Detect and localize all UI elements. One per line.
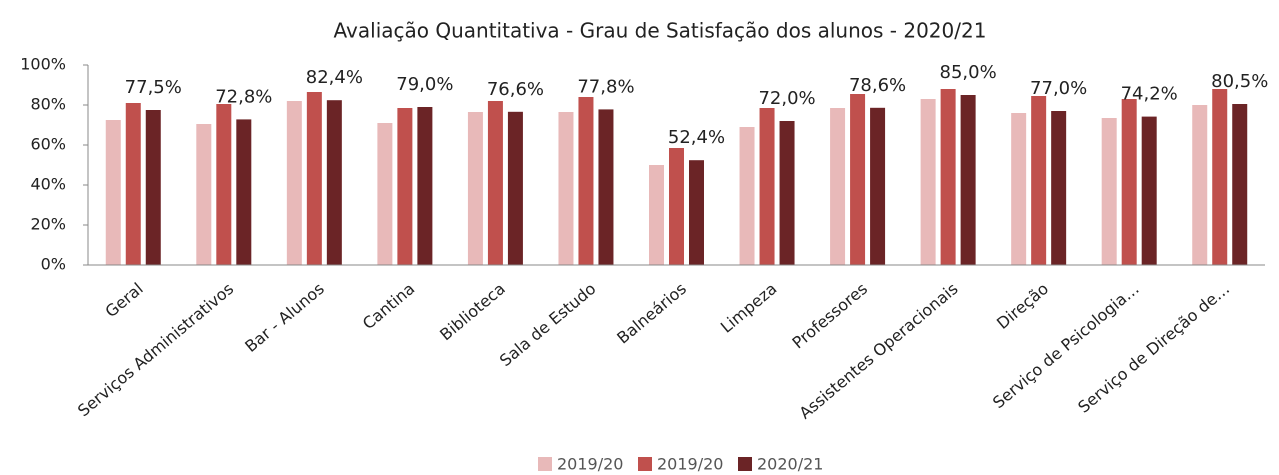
legend-swatch xyxy=(538,457,552,471)
x-tick-label: Serviço de Direção de… xyxy=(1074,279,1233,417)
bar xyxy=(236,119,252,266)
data-label: 74,2% xyxy=(1121,84,1178,105)
bar xyxy=(326,100,342,265)
y-tick-label: 40% xyxy=(30,175,66,194)
data-label: 78,6% xyxy=(849,75,906,96)
x-tick-label: Professores xyxy=(789,279,871,353)
data-label: 77,5% xyxy=(125,77,182,98)
data-label: 80,5% xyxy=(1211,71,1268,92)
bar xyxy=(739,127,755,265)
bar xyxy=(216,104,232,265)
legend-swatch xyxy=(738,457,752,471)
chart-title: Avaliação Quantitativa - Grau de Satisfa… xyxy=(334,19,987,43)
bar xyxy=(669,148,684,265)
legend-label: 2020/21 xyxy=(757,455,823,474)
x-tick-label: Geral xyxy=(102,279,147,321)
x-tick-label: Assistentes Operacionais xyxy=(795,279,961,423)
y-tick-label: 0% xyxy=(41,255,66,274)
legend-label: 2019/20 xyxy=(657,455,723,474)
legend-label: 2019/20 xyxy=(557,455,623,474)
bar xyxy=(1051,111,1067,265)
data-label: 77,8% xyxy=(577,76,634,97)
bar xyxy=(1121,99,1137,265)
bar xyxy=(487,101,503,265)
y-tick-label: 100% xyxy=(20,55,66,74)
bar xyxy=(1141,116,1157,265)
data-label: 82,4% xyxy=(306,67,363,88)
x-tick-label: Balneários xyxy=(613,279,690,348)
legend-swatch xyxy=(638,457,652,471)
bar xyxy=(125,103,141,265)
bar xyxy=(920,99,936,265)
bar xyxy=(598,109,614,266)
bar xyxy=(397,108,413,265)
bar xyxy=(779,121,795,265)
y-tick-label: 60% xyxy=(30,135,66,154)
bar xyxy=(850,94,866,265)
x-tick-label: Serviços Administrativos xyxy=(74,279,237,420)
bar xyxy=(649,165,664,265)
bar xyxy=(1192,105,1208,265)
bar xyxy=(940,89,956,265)
data-label: 85,0% xyxy=(940,62,997,83)
x-tick-label: Limpeza xyxy=(717,279,781,337)
bar xyxy=(759,108,775,265)
bar xyxy=(558,112,574,265)
data-label: 76,6% xyxy=(487,79,544,100)
bar xyxy=(377,123,393,265)
bar xyxy=(1101,118,1117,265)
bar xyxy=(1212,89,1228,265)
bar xyxy=(578,97,594,265)
bar xyxy=(689,160,704,265)
bar xyxy=(417,107,433,265)
data-label: 52,4% xyxy=(668,127,725,148)
bar xyxy=(1011,113,1027,265)
bar xyxy=(830,108,846,265)
x-tick-label: Cantina xyxy=(359,279,419,333)
data-label: 77,0% xyxy=(1030,78,1087,99)
bar xyxy=(507,111,523,265)
x-tick-label: Serviço de Psicologia… xyxy=(989,279,1143,412)
bar xyxy=(306,92,322,265)
x-tick-label: Direção xyxy=(993,279,1052,333)
bar xyxy=(467,112,483,265)
x-tick-label: Sala de Estudo xyxy=(496,279,600,370)
bar xyxy=(1031,96,1047,265)
bar xyxy=(960,95,976,265)
data-label: 72,0% xyxy=(758,88,815,109)
y-tick-label: 80% xyxy=(30,95,66,114)
bar xyxy=(1232,104,1248,265)
data-label: 72,8% xyxy=(215,86,272,107)
x-tick-label: Biblioteca xyxy=(436,279,509,344)
bar xyxy=(105,120,121,265)
bar xyxy=(870,107,886,265)
y-tick-label: 20% xyxy=(30,215,66,234)
data-label: 79,0% xyxy=(396,74,453,95)
x-tick-label: Bar - Alunos xyxy=(241,279,328,356)
bar xyxy=(145,110,161,265)
bar xyxy=(286,101,302,265)
bar xyxy=(196,124,212,265)
